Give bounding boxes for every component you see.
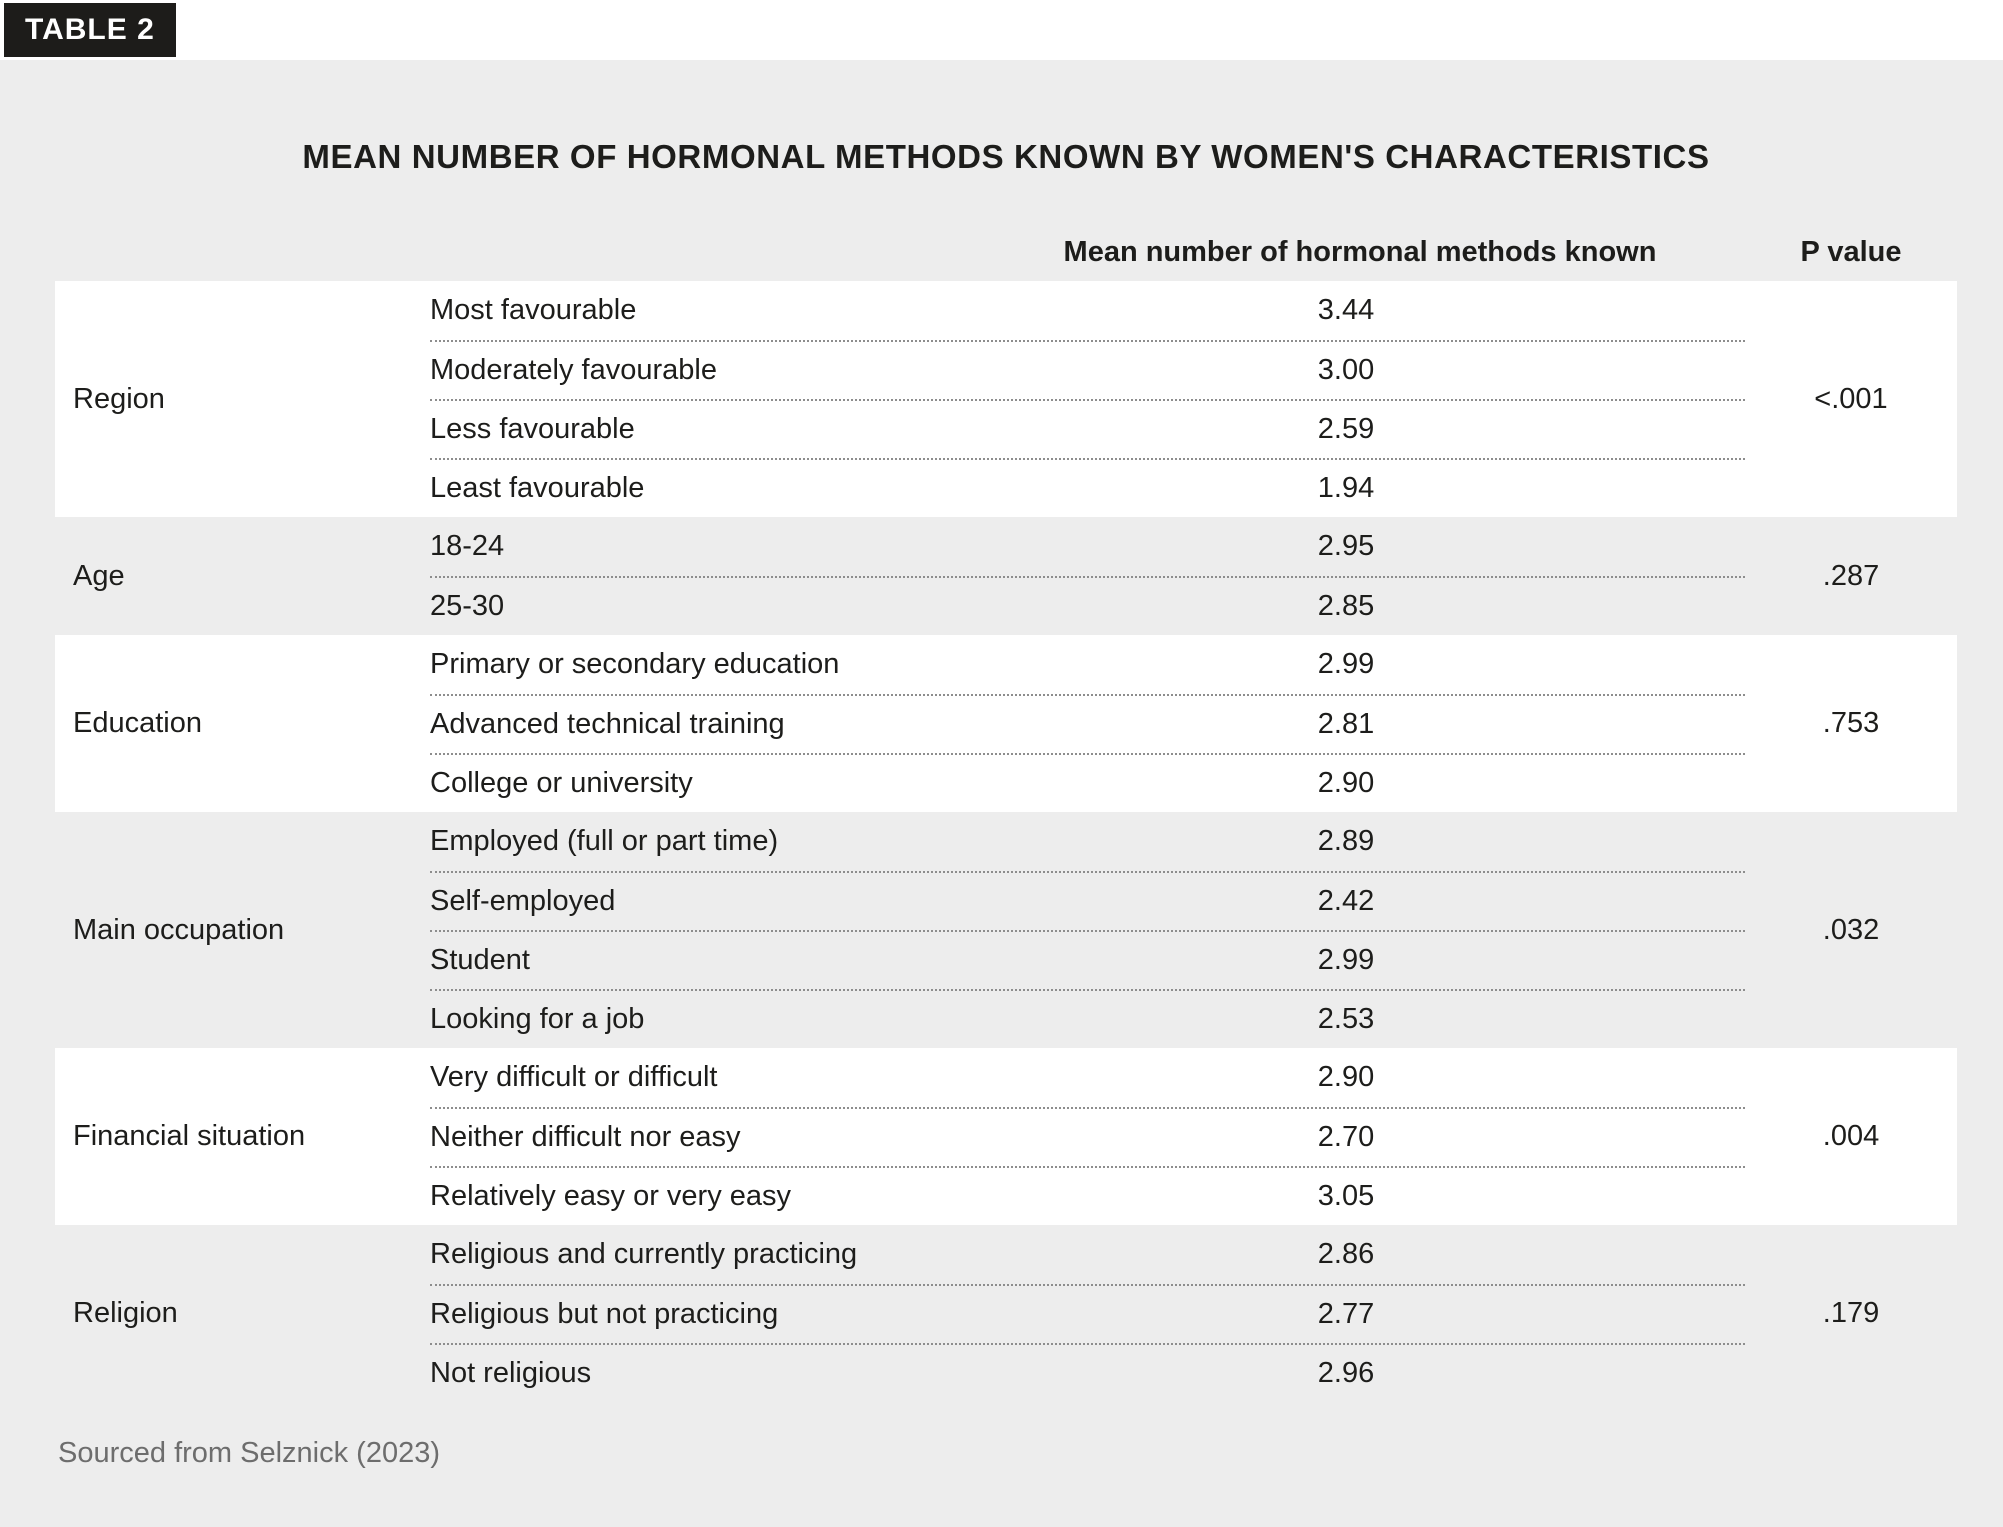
row-label: College or university bbox=[430, 767, 693, 799]
row-value: 2.85 bbox=[1317, 590, 1375, 622]
row-value: 2.53 bbox=[1317, 1003, 1375, 1035]
row-label: Looking for a job bbox=[430, 1003, 645, 1035]
row-label: Self-employed bbox=[430, 885, 616, 917]
p-value: .753 bbox=[1822, 707, 1880, 739]
row-label: Moderately favourable bbox=[430, 354, 717, 386]
table-row: Religious but not practicing 2.77 bbox=[430, 1284, 1745, 1343]
row-label: Religious and currently practicing bbox=[430, 1238, 858, 1270]
row-value: 2.81 bbox=[1317, 708, 1375, 740]
row-value: 3.00 bbox=[1317, 354, 1375, 386]
row-value: 2.99 bbox=[1317, 648, 1375, 680]
row-label: Advanced technical training bbox=[430, 708, 785, 740]
p-value: <.001 bbox=[1814, 382, 1888, 415]
table-row: Advanced technical training 2.81 bbox=[430, 694, 1745, 753]
row-label: Relatively easy or very easy bbox=[430, 1180, 792, 1212]
row-value: 2.86 bbox=[1317, 1238, 1375, 1270]
p-value: .004 bbox=[1822, 1120, 1880, 1152]
group-education: Education Primary or secondary education… bbox=[55, 635, 1957, 812]
group-main-occupation: Main occupation Employed (full or part t… bbox=[55, 812, 1957, 1048]
table-row: 25-30 2.85 bbox=[430, 576, 1745, 635]
column-header-mean: Mean number of hormonal methods known bbox=[1063, 236, 1657, 268]
group-label: Financial situation bbox=[73, 1120, 306, 1152]
group-label: Age bbox=[73, 559, 125, 592]
source-note: Sourced from Selznick (2023) bbox=[58, 1437, 440, 1469]
row-label: Primary or secondary education bbox=[430, 648, 840, 680]
table-row: Most favourable 3.44 bbox=[430, 281, 1745, 340]
row-value: 2.59 bbox=[1317, 413, 1375, 445]
row-label: Most favourable bbox=[430, 294, 637, 326]
column-header-pvalue: P value bbox=[1800, 236, 1902, 268]
group-age: Age 18-24 2.95 25-30 2.85 .287 bbox=[55, 517, 1957, 635]
group-rows: Employed (full or part time) 2.89 Self-e… bbox=[430, 812, 1745, 1048]
row-value: 2.90 bbox=[1317, 1061, 1375, 1093]
table-row: 18-24 2.95 bbox=[430, 517, 1745, 576]
row-label: Least favourable bbox=[430, 472, 645, 504]
row-value: 2.89 bbox=[1317, 825, 1375, 857]
p-value: .287 bbox=[1822, 559, 1880, 592]
row-value: 2.96 bbox=[1317, 1357, 1375, 1389]
row-value: 3.44 bbox=[1317, 294, 1375, 326]
p-value: .179 bbox=[1822, 1297, 1880, 1329]
table-row: Moderately favourable 3.00 bbox=[430, 340, 1745, 399]
table-row: Neither difficult nor easy 2.70 bbox=[430, 1107, 1745, 1166]
row-label: Student bbox=[430, 944, 530, 976]
row-label: Employed (full or part time) bbox=[430, 825, 779, 857]
table-row: Not religious 2.96 bbox=[430, 1343, 1745, 1402]
group-rows: Most favourable 3.44 Moderately favourab… bbox=[430, 281, 1745, 517]
row-label: Less favourable bbox=[430, 413, 635, 445]
row-label: Not religious bbox=[430, 1357, 592, 1389]
row-value: 2.99 bbox=[1317, 944, 1375, 976]
row-value: 2.77 bbox=[1317, 1298, 1375, 1330]
table-row: Least favourable 1.94 bbox=[430, 458, 1745, 517]
row-label: Very difficult or difficult bbox=[430, 1061, 718, 1093]
group-region: Region Most favourable 3.44 Moderately f… bbox=[55, 281, 1957, 517]
group-label: Religion bbox=[73, 1297, 178, 1329]
row-label: 18-24 bbox=[430, 530, 505, 562]
row-label: 25-30 bbox=[430, 590, 505, 622]
row-value: 3.05 bbox=[1317, 1180, 1375, 1212]
group-rows: Religious and currently practicing 2.86 … bbox=[430, 1225, 1745, 1402]
characteristics-table: Region Most favourable 3.44 Moderately f… bbox=[55, 281, 1957, 1402]
row-value: 2.70 bbox=[1317, 1121, 1375, 1153]
row-label: Neither difficult nor easy bbox=[430, 1121, 741, 1153]
row-value: 2.42 bbox=[1317, 885, 1375, 917]
group-label: Region bbox=[73, 382, 165, 415]
row-label: Religious but not practicing bbox=[430, 1298, 779, 1330]
group-religion: Religion Religious and currently practic… bbox=[55, 1225, 1957, 1402]
table-row: Relatively easy or very easy 3.05 bbox=[430, 1166, 1745, 1225]
table-row: Self-employed 2.42 bbox=[430, 871, 1745, 930]
row-value: 2.95 bbox=[1317, 530, 1375, 562]
table-row: College or university 2.90 bbox=[430, 753, 1745, 812]
group-rows: 18-24 2.95 25-30 2.85 bbox=[430, 517, 1745, 635]
table-row: Student 2.99 bbox=[430, 930, 1745, 989]
group-label: Main occupation bbox=[73, 913, 285, 946]
table-row: Religious and currently practicing 2.86 bbox=[430, 1225, 1745, 1284]
table-row: Less favourable 2.59 bbox=[430, 399, 1745, 458]
group-rows: Primary or secondary education 2.99 Adva… bbox=[430, 635, 1745, 812]
table-row: Very difficult or difficult 2.90 bbox=[430, 1048, 1745, 1107]
group-rows: Very difficult or difficult 2.90 Neither… bbox=[430, 1048, 1745, 1225]
group-label: Education bbox=[73, 707, 202, 739]
table-row: Primary or secondary education 2.99 bbox=[430, 635, 1745, 694]
group-financial-situation: Financial situation Very difficult or di… bbox=[55, 1048, 1957, 1225]
p-value: .032 bbox=[1822, 913, 1880, 946]
table-row: Looking for a job 2.53 bbox=[430, 989, 1745, 1048]
table-row: Employed (full or part time) 2.89 bbox=[430, 812, 1745, 871]
row-value: 2.90 bbox=[1317, 767, 1375, 799]
table-title: MEAN NUMBER OF HORMONAL METHODS KNOWN BY… bbox=[302, 138, 1710, 175]
table-number-badge: TABLE 2 bbox=[4, 3, 176, 57]
row-value: 1.94 bbox=[1317, 472, 1375, 504]
